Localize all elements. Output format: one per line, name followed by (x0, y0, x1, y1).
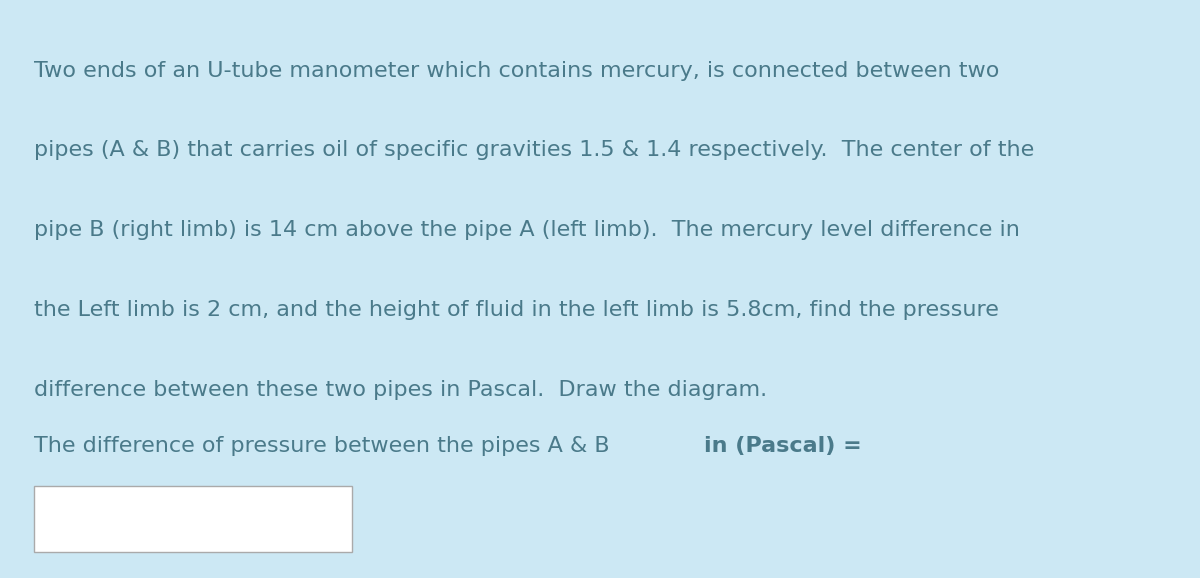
Text: The difference of pressure between the pipes A & B: The difference of pressure between the p… (34, 436, 624, 457)
Text: pipe B (right limb) is 14 cm above the pipe A (left limb).  The mercury level di: pipe B (right limb) is 14 cm above the p… (34, 220, 1020, 240)
Text: pipes (A & B) that carries oil of specific gravities 1.5 & 1.4 respectively.  Th: pipes (A & B) that carries oil of specif… (34, 140, 1034, 161)
Text: Two ends of an U-tube manometer which contains mercury, is connected between two: Two ends of an U-tube manometer which co… (34, 61, 998, 81)
Text: difference between these two pipes in Pascal.  Draw the diagram.: difference between these two pipes in Pa… (34, 380, 767, 400)
Text: the Left limb is 2 cm, and the height of fluid in the left limb is 5.8cm, find t: the Left limb is 2 cm, and the height of… (34, 300, 998, 320)
FancyBboxPatch shape (34, 486, 352, 552)
Text: in (Pascal) =: in (Pascal) = (704, 436, 862, 457)
